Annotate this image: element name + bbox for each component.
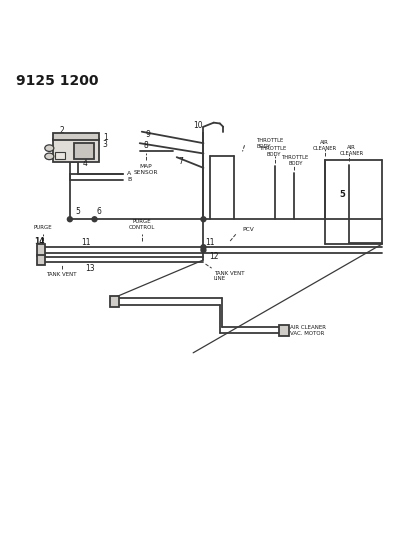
Bar — [55, 152, 65, 159]
Text: 8: 8 — [143, 141, 148, 150]
Text: A: A — [127, 171, 132, 176]
Text: 13: 13 — [85, 264, 95, 273]
Text: PCV: PCV — [242, 227, 254, 232]
Text: B: B — [127, 177, 132, 182]
Circle shape — [201, 217, 206, 222]
Bar — [37, 255, 45, 265]
Circle shape — [67, 217, 72, 222]
Text: 10: 10 — [194, 121, 203, 130]
Text: 9: 9 — [145, 131, 150, 140]
Bar — [74, 143, 94, 159]
Text: THROTTLE
BODY: THROTTLE BODY — [260, 146, 287, 157]
Text: 11: 11 — [205, 238, 215, 247]
Text: THROTTLE
BODY: THROTTLE BODY — [282, 155, 309, 166]
Text: PURGE: PURGE — [34, 225, 53, 230]
Bar — [279, 325, 289, 336]
Circle shape — [92, 217, 97, 222]
Text: 4: 4 — [83, 159, 88, 168]
Text: TANK VENT
LINE: TANK VENT LINE — [214, 271, 244, 281]
Text: 5: 5 — [76, 207, 81, 216]
Text: 3: 3 — [103, 140, 108, 149]
Text: PURGE
CONTROL: PURGE CONTROL — [129, 219, 155, 230]
Text: 7: 7 — [178, 157, 183, 166]
Text: THROTTLE
BODY: THROTTLE BODY — [257, 138, 284, 149]
Circle shape — [201, 245, 206, 249]
Circle shape — [201, 248, 206, 253]
Text: TANK VENT: TANK VENT — [46, 272, 77, 277]
Bar — [53, 139, 99, 161]
Ellipse shape — [45, 153, 54, 160]
Text: 11: 11 — [81, 238, 91, 247]
Text: 9125 1200: 9125 1200 — [16, 74, 99, 88]
Text: 5: 5 — [339, 190, 345, 199]
Ellipse shape — [45, 145, 54, 151]
Bar — [37, 244, 45, 256]
Text: 6: 6 — [96, 207, 101, 216]
Text: 14: 14 — [34, 237, 44, 246]
Text: AIR
CLEANER: AIR CLEANER — [313, 140, 337, 151]
Text: AIR
CLEANER: AIR CLEANER — [339, 145, 363, 156]
Text: 1: 1 — [103, 133, 108, 142]
Text: MAP
SENSOR: MAP SENSOR — [134, 164, 158, 174]
Bar — [110, 296, 119, 307]
Text: AIR CLEANER
VAC. MOTOR: AIR CLEANER VAC. MOTOR — [290, 325, 326, 336]
Text: 2: 2 — [59, 126, 64, 134]
Bar — [53, 133, 99, 140]
Text: 12: 12 — [210, 252, 219, 261]
